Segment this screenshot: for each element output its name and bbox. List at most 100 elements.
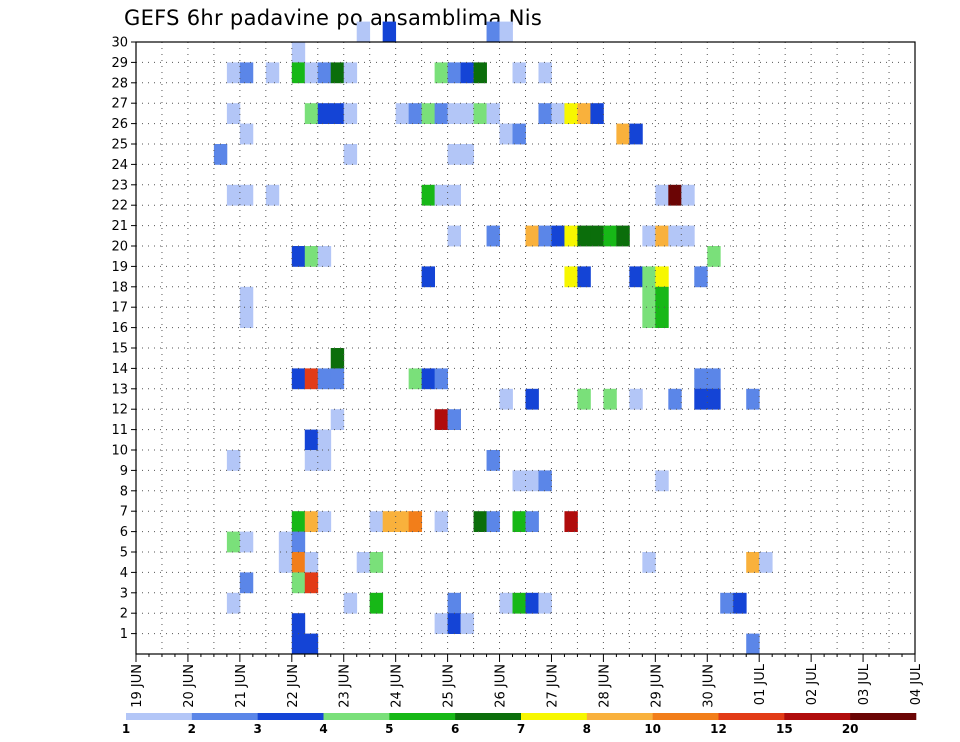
colorbar-swatch (126, 713, 193, 720)
heat-cell (226, 103, 241, 124)
heat-cell (694, 388, 708, 410)
y-tick-label: 29 (111, 56, 128, 71)
heat-cell (590, 103, 604, 124)
y-tick-label: 5 (120, 546, 128, 561)
heat-cell (434, 409, 448, 430)
heat-cell (291, 613, 306, 634)
heat-cell (265, 184, 280, 206)
x-tick-label: 01 JUL (753, 663, 768, 705)
heat-cell (317, 368, 332, 390)
heat-cell (304, 511, 319, 532)
heat-cell (525, 225, 539, 247)
heat-cell (239, 286, 254, 308)
y-tick-label: 9 (120, 464, 128, 479)
heat-cell (304, 450, 319, 471)
y-tick-label: 26 (111, 117, 128, 132)
heat-cell (213, 144, 228, 165)
colorbar-swatch (850, 713, 917, 720)
heat-cell (564, 266, 578, 288)
heat-cell (369, 592, 384, 614)
heat-cell (707, 368, 721, 390)
heat-cell (486, 103, 500, 124)
heat-cell (551, 103, 565, 124)
heat-cell (447, 613, 461, 634)
heat-cell (239, 123, 254, 145)
colorbar-swatch (455, 713, 522, 720)
heat-cell (473, 511, 487, 532)
heat-cell (473, 62, 487, 84)
heat-cell (538, 470, 552, 492)
heat-cell (304, 62, 319, 84)
x-tick-label: 24 JUN (390, 664, 405, 708)
colorbar-label: 15 (776, 722, 793, 736)
heat-cell (291, 552, 306, 573)
heat-cell (655, 307, 669, 328)
heat-cell (239, 572, 254, 594)
colorbar-swatch (323, 713, 390, 720)
heat-cell (577, 103, 591, 124)
heat-cell (642, 307, 656, 328)
y-tick-label: 10 (111, 444, 128, 459)
heat-cell (408, 511, 423, 532)
y-tick-label: 13 (111, 382, 128, 397)
x-tick-label: 04 JUL (909, 663, 924, 705)
y-tick-label: 3 (120, 586, 128, 601)
heat-cell (434, 103, 448, 124)
heat-cell (434, 368, 448, 390)
heat-cell (447, 103, 461, 124)
x-tick-label: 28 JUN (597, 664, 612, 708)
heat-cell (408, 103, 423, 124)
x-tick-label: 03 JUL (857, 663, 872, 705)
heat-cell (356, 21, 371, 43)
heat-cell (291, 42, 306, 63)
heat-cell (551, 225, 565, 247)
heat-cell (460, 144, 474, 165)
colorbar-swatch (652, 713, 719, 720)
heat-cell (434, 184, 448, 206)
colorbar-label: 2 (188, 722, 196, 736)
heat-cell (356, 552, 371, 573)
heat-cell (642, 286, 656, 308)
heat-cell (317, 246, 332, 267)
heat-cell (330, 409, 345, 430)
heat-cell (512, 470, 526, 492)
heat-cell (239, 184, 254, 206)
heat-cell (538, 225, 552, 247)
heat-cell (447, 592, 461, 614)
heat-cell (226, 184, 241, 206)
heat-cell (291, 368, 306, 390)
y-tick-label: 1 (120, 627, 128, 642)
heat-cell (317, 103, 332, 124)
colorbar-swatch (389, 713, 456, 720)
colorbar-label: 5 (385, 722, 393, 736)
heat-cell (278, 552, 293, 573)
heat-cell (525, 592, 539, 614)
heat-cell (278, 531, 293, 553)
x-tick-label: 21 JUN (234, 664, 249, 708)
heat-cell (655, 470, 669, 492)
heat-cell (343, 592, 358, 614)
x-tick-label: 25 JUN (442, 664, 457, 708)
heat-cell (629, 388, 643, 410)
heat-cell (746, 633, 760, 655)
colorbar-swatch (784, 713, 851, 720)
heat-cell (733, 592, 747, 614)
heat-cell (421, 266, 436, 288)
y-tick-label: 12 (111, 403, 128, 418)
heat-cell (330, 103, 345, 124)
heat-cell (382, 511, 397, 532)
x-tick-label: 29 JUN (649, 664, 664, 708)
y-tick-label: 21 (111, 219, 128, 234)
chart-title: GEFS 6hr padavine po ansamblima Nis (124, 6, 543, 30)
heat-cell (486, 225, 500, 247)
colorbar-swatch (191, 713, 258, 720)
y-tick-label: 20 (111, 240, 128, 255)
heat-cell (317, 62, 332, 84)
heat-cell (681, 225, 695, 247)
heat-cell (460, 103, 474, 124)
heat-cell (655, 225, 669, 247)
heat-cell (291, 62, 306, 84)
heat-cell (330, 348, 345, 369)
heat-cell (447, 184, 461, 206)
heat-cell (226, 450, 241, 471)
